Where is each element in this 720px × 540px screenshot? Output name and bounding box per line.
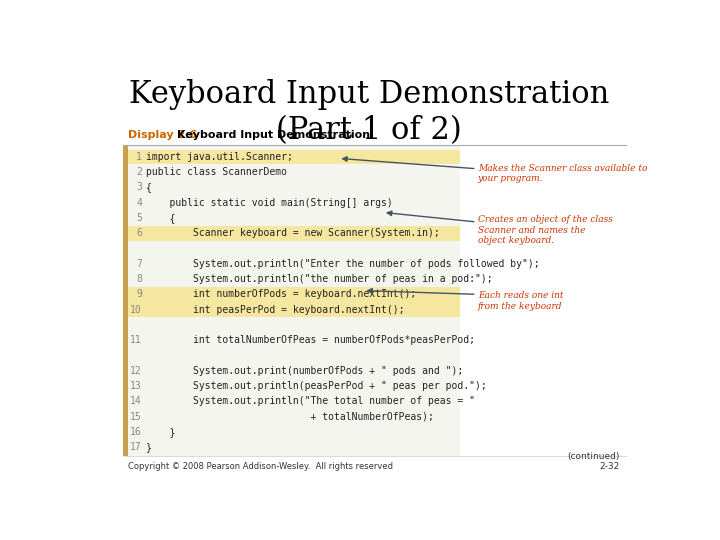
Text: }: } xyxy=(145,442,152,452)
FancyBboxPatch shape xyxy=(128,145,460,456)
Text: int totalNumberOfPeas = numberOfPods*peasPerPod;: int totalNumberOfPeas = numberOfPods*pea… xyxy=(145,335,474,345)
Text: System.out.println("The total number of peas = ": System.out.println("The total number of … xyxy=(145,396,474,406)
Text: System.out.print(numberOfPods + " pods and ");: System.out.print(numberOfPods + " pods a… xyxy=(145,366,463,376)
Text: System.out.println("the number of peas in a pod:");: System.out.println("the number of peas i… xyxy=(145,274,492,284)
Text: System.out.println(peasPerPod + " peas per pod.");: System.out.println(peasPerPod + " peas p… xyxy=(145,381,487,391)
Text: + totalNumberOfPeas);: + totalNumberOfPeas); xyxy=(145,411,433,422)
Text: 15: 15 xyxy=(130,411,142,422)
Text: }: } xyxy=(145,427,175,437)
Text: Keyboard Input Demonstration: Keyboard Input Demonstration xyxy=(177,130,370,140)
Text: Display 2.6: Display 2.6 xyxy=(128,130,197,140)
Text: 5: 5 xyxy=(136,213,142,223)
Text: {: { xyxy=(145,183,152,192)
Text: 6: 6 xyxy=(136,228,142,238)
Text: 4: 4 xyxy=(136,198,142,208)
Text: 12: 12 xyxy=(130,366,142,376)
Text: System.out.println("Enter the number of pods followed by");: System.out.println("Enter the number of … xyxy=(145,259,539,269)
FancyBboxPatch shape xyxy=(128,150,460,164)
Text: import java.util.Scanner;: import java.util.Scanner; xyxy=(145,152,292,162)
Text: 13: 13 xyxy=(130,381,142,391)
FancyBboxPatch shape xyxy=(128,226,460,241)
Text: Each reads one int
from the keyboard: Each reads one int from the keyboard xyxy=(478,292,563,311)
Text: 1: 1 xyxy=(136,152,142,162)
Text: Keyboard Input Demonstration
(Part 1 of 2): Keyboard Input Demonstration (Part 1 of … xyxy=(129,79,609,146)
Text: 2: 2 xyxy=(136,167,142,177)
Text: Makes the Scanner class available to
your program.: Makes the Scanner class available to you… xyxy=(478,164,647,183)
Text: 9: 9 xyxy=(136,289,142,299)
FancyBboxPatch shape xyxy=(128,287,460,302)
Text: 7: 7 xyxy=(136,259,142,269)
Text: int peasPerPod = keyboard.nextInt();: int peasPerPod = keyboard.nextInt(); xyxy=(145,305,405,315)
FancyBboxPatch shape xyxy=(124,145,128,456)
Text: (continued)
2-32: (continued) 2-32 xyxy=(568,452,620,471)
FancyBboxPatch shape xyxy=(128,302,460,317)
Text: 17: 17 xyxy=(130,442,142,452)
Text: public static void main(String[] args): public static void main(String[] args) xyxy=(145,198,392,208)
Text: public class ScannerDemo: public class ScannerDemo xyxy=(145,167,287,177)
Text: 3: 3 xyxy=(136,183,142,192)
Text: Scanner keyboard = new Scanner(System.in);: Scanner keyboard = new Scanner(System.in… xyxy=(145,228,439,238)
Text: Creates an object of the class
Scanner and names the
object keyboard.: Creates an object of the class Scanner a… xyxy=(478,215,613,245)
Text: Copyright © 2008 Pearson Addison-Wesley.  All rights reserved: Copyright © 2008 Pearson Addison-Wesley.… xyxy=(128,462,393,471)
Text: 14: 14 xyxy=(130,396,142,406)
Text: {: { xyxy=(145,213,175,223)
Text: 11: 11 xyxy=(130,335,142,345)
Text: 8: 8 xyxy=(136,274,142,284)
Text: 16: 16 xyxy=(130,427,142,437)
Text: 10: 10 xyxy=(130,305,142,315)
Text: int numberOfPods = keyboard.nextInt();: int numberOfPods = keyboard.nextInt(); xyxy=(145,289,416,299)
